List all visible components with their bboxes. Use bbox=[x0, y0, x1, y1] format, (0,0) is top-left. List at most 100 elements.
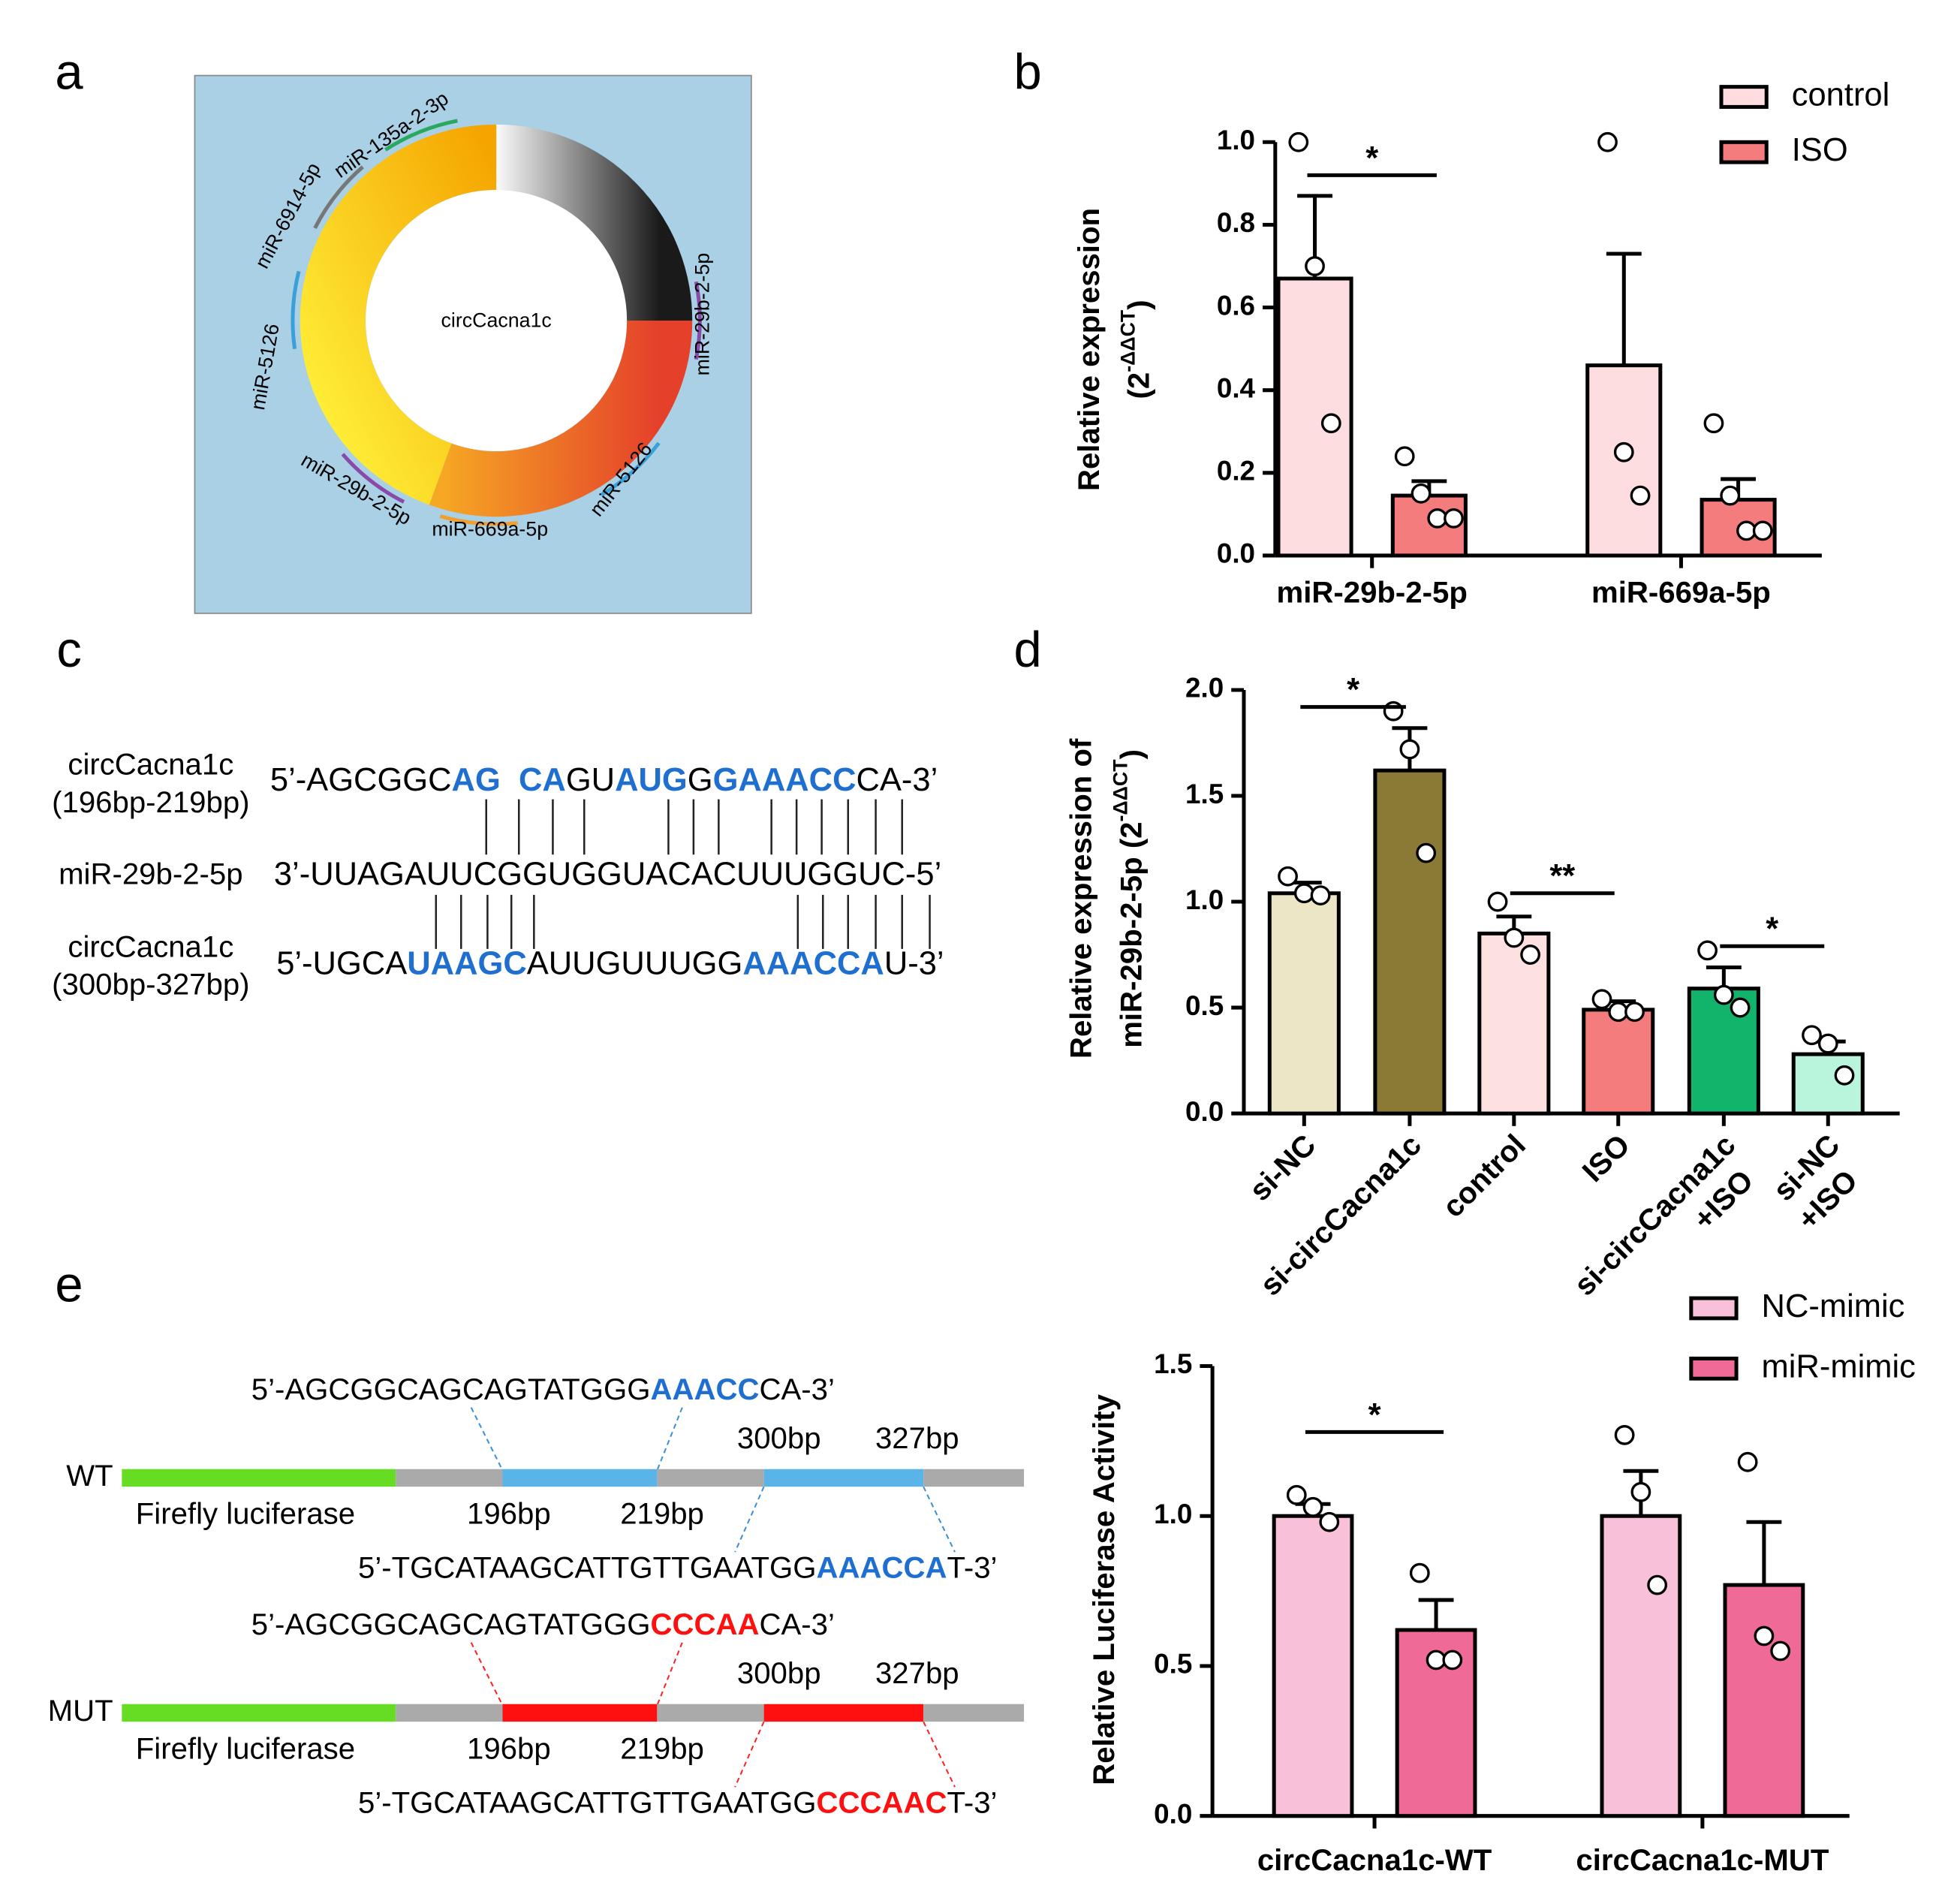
data-point bbox=[1444, 508, 1464, 529]
y-axis-label-part: (2 bbox=[1122, 372, 1155, 399]
sequence-segment: 5’-AGCGGCAGCAGTATGGG bbox=[251, 1372, 651, 1406]
data-point bbox=[1426, 1649, 1447, 1671]
data-point bbox=[1487, 891, 1508, 912]
sequence: 5’-AGCGGCAGCAGTATGGGAAACCCA-3’ bbox=[251, 1372, 835, 1406]
significance-label: ** bbox=[1549, 858, 1575, 894]
data-point bbox=[1608, 1002, 1629, 1023]
data-point bbox=[1697, 940, 1718, 961]
data-point bbox=[1278, 866, 1298, 887]
sequence: 5’-AGCGGCAG CAGUAUGGGAAACCCA-3’ bbox=[270, 762, 938, 798]
site-bracket bbox=[600, 441, 661, 497]
construct-segment bbox=[122, 1704, 396, 1722]
ring-hole bbox=[366, 189, 628, 452]
legend-label: control bbox=[1792, 77, 1890, 113]
sequence-segment: CCCAA bbox=[650, 1607, 759, 1641]
data-point bbox=[1293, 883, 1314, 904]
legend-swatch bbox=[1689, 1356, 1739, 1381]
significance-label: * bbox=[1766, 911, 1778, 947]
site-label: miR-29b-2-5p bbox=[691, 253, 713, 376]
sequence-segment: CA-3’ bbox=[857, 762, 938, 798]
y-tick-label: 0.4 bbox=[1217, 372, 1256, 403]
construct-name: WT bbox=[66, 1459, 113, 1493]
y-axis-label-part: ) bbox=[1114, 749, 1148, 759]
y-axis-label-part: ) bbox=[1122, 300, 1155, 309]
construct-segment bbox=[923, 1704, 1025, 1722]
bar bbox=[1267, 891, 1341, 1116]
data-point bbox=[1713, 984, 1734, 1005]
data-point bbox=[1834, 1065, 1855, 1086]
site-position: 196bp bbox=[467, 1731, 551, 1765]
sequence-segment: AAACC bbox=[650, 1372, 759, 1406]
pairing-lines bbox=[435, 799, 931, 949]
legend-swatch bbox=[1719, 85, 1769, 109]
data-point bbox=[1504, 927, 1525, 948]
data-point bbox=[1802, 1025, 1822, 1046]
construct-segment bbox=[763, 1704, 924, 1722]
data-point bbox=[1409, 1562, 1430, 1583]
y-tick-label: 0.5 bbox=[1154, 1649, 1192, 1680]
site-bracket bbox=[694, 281, 702, 360]
gene-label: Firefly luciferase bbox=[136, 1496, 355, 1530]
sequence-segment: GU bbox=[566, 762, 615, 798]
x-tick-label: ISO bbox=[1576, 1128, 1636, 1188]
data-point bbox=[1520, 944, 1540, 965]
data-point bbox=[1720, 485, 1741, 506]
y-axis-label-part: Relative expression bbox=[1071, 208, 1105, 491]
row-label: (196bp-219bp) bbox=[52, 785, 249, 819]
data-point bbox=[1754, 1625, 1775, 1646]
site-position: 219bp bbox=[620, 1496, 704, 1530]
x-tick-label-line: control bbox=[1436, 1128, 1532, 1224]
y-tick-label: 2.0 bbox=[1185, 673, 1224, 703]
data-point bbox=[1288, 131, 1309, 152]
y-tick-label: 0.0 bbox=[1185, 1096, 1224, 1127]
data-point bbox=[1752, 520, 1773, 541]
y-tick-label: 1.0 bbox=[1217, 125, 1255, 155]
sequence-segment: AUG bbox=[615, 762, 688, 798]
y-tick-label: 0.6 bbox=[1217, 290, 1255, 321]
bar bbox=[1791, 1052, 1865, 1116]
data-point bbox=[1770, 1640, 1791, 1661]
y-axis-label: Relative Luciferase Activity bbox=[1086, 1393, 1120, 1785]
circ-name: circCacna1c bbox=[441, 309, 551, 332]
significance-label: * bbox=[1368, 1397, 1381, 1433]
construct-segment bbox=[396, 1704, 503, 1722]
y-axis-label-part: miR-29b-2-5p (2 bbox=[1114, 821, 1148, 1047]
panel-label: e bbox=[55, 1256, 83, 1312]
legend-label: ISO bbox=[1792, 132, 1848, 168]
construct-segment bbox=[923, 1469, 1025, 1487]
sequence-segment: CA-3’ bbox=[759, 1372, 834, 1406]
site-position: 327bp bbox=[875, 1656, 959, 1690]
data-point bbox=[1305, 256, 1325, 276]
legend-label: miR-mimic bbox=[1762, 1348, 1916, 1384]
site-position: 300bp bbox=[737, 1421, 821, 1455]
sequence-segment: AG bbox=[452, 762, 501, 798]
significance-label: * bbox=[1347, 672, 1359, 708]
sequence-segment: T-3’ bbox=[947, 1550, 998, 1584]
ring-segment bbox=[495, 124, 693, 321]
construct-segment bbox=[657, 1469, 764, 1487]
y-axis-label: Relative expression of bbox=[1064, 738, 1097, 1059]
significance-label: * bbox=[1365, 140, 1378, 176]
y-tick-label: 1.5 bbox=[1185, 779, 1224, 809]
legend-swatch bbox=[1689, 1296, 1739, 1321]
sequence-segment: CA-3’ bbox=[759, 1607, 834, 1641]
data-point bbox=[1442, 1649, 1463, 1671]
y-axis-label-part: Relative Luciferase Activity bbox=[1086, 1393, 1120, 1785]
data-point bbox=[1597, 131, 1618, 152]
y-tick-label: 0.8 bbox=[1217, 207, 1255, 238]
data-point bbox=[1737, 1451, 1758, 1472]
site-bracket bbox=[291, 270, 301, 350]
site-bracket bbox=[439, 514, 518, 526]
construct-segment bbox=[122, 1469, 396, 1487]
site-bracket bbox=[313, 165, 364, 230]
x-tick-label: miR-669a-5p bbox=[1591, 575, 1771, 609]
y-tick-label: 1.0 bbox=[1154, 1499, 1192, 1529]
site-position: 196bp bbox=[467, 1496, 551, 1530]
data-point bbox=[1647, 1574, 1668, 1595]
bar bbox=[1477, 931, 1551, 1116]
data-point bbox=[1591, 989, 1612, 1010]
data-point bbox=[1624, 1002, 1645, 1023]
bar bbox=[1582, 1008, 1655, 1116]
data-point bbox=[1320, 413, 1341, 434]
